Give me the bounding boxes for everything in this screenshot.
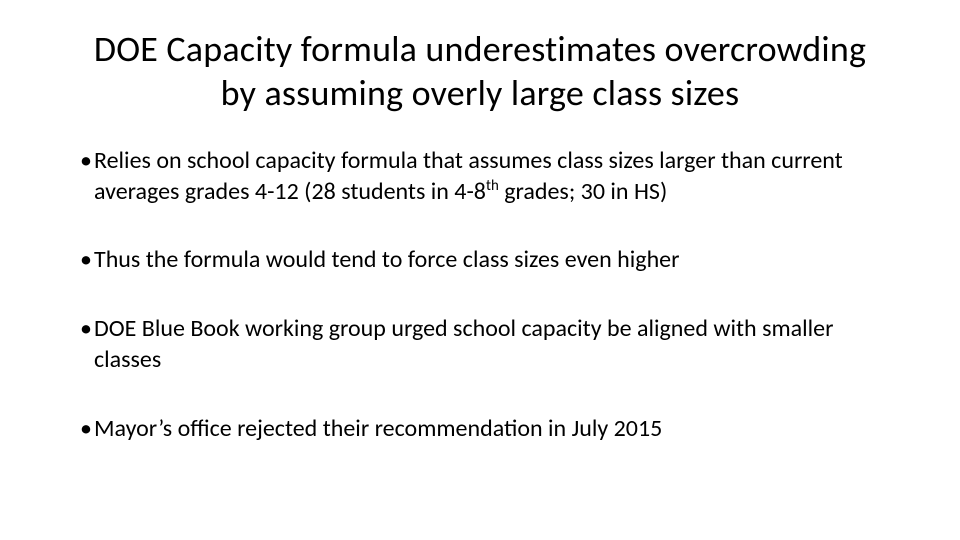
bullet-text-part: Relies on school capacity formula that a… <box>94 146 843 206</box>
bullet-text-part: grades; 30 in HS) <box>499 177 667 206</box>
bullet-icon: • <box>80 146 94 177</box>
list-item: • Thus the formula would tend to force c… <box>80 245 880 276</box>
bullet-text-superscript: th <box>486 176 499 194</box>
bullet-icon: • <box>80 314 94 345</box>
slide: DOE Capacity formula underestimates over… <box>0 0 960 540</box>
bullet-text: Mayor’s office rejected their recommenda… <box>94 414 880 445</box>
list-item: • Mayor’s office rejected their recommen… <box>80 414 880 445</box>
bullet-text: Relies on school capacity formula that a… <box>94 146 880 207</box>
slide-body: • Relies on school capacity formula that… <box>80 146 880 444</box>
bullet-text: Thus the formula would tend to force cla… <box>94 245 880 276</box>
list-item: • Relies on school capacity formula that… <box>80 146 880 207</box>
bullet-text: DOE Blue Book working group urged school… <box>94 314 880 375</box>
bullet-icon: • <box>80 414 94 445</box>
slide-title: DOE Capacity formula underestimates over… <box>78 28 882 116</box>
list-item: • DOE Blue Book working group urged scho… <box>80 314 880 375</box>
bullet-icon: • <box>80 245 94 276</box>
